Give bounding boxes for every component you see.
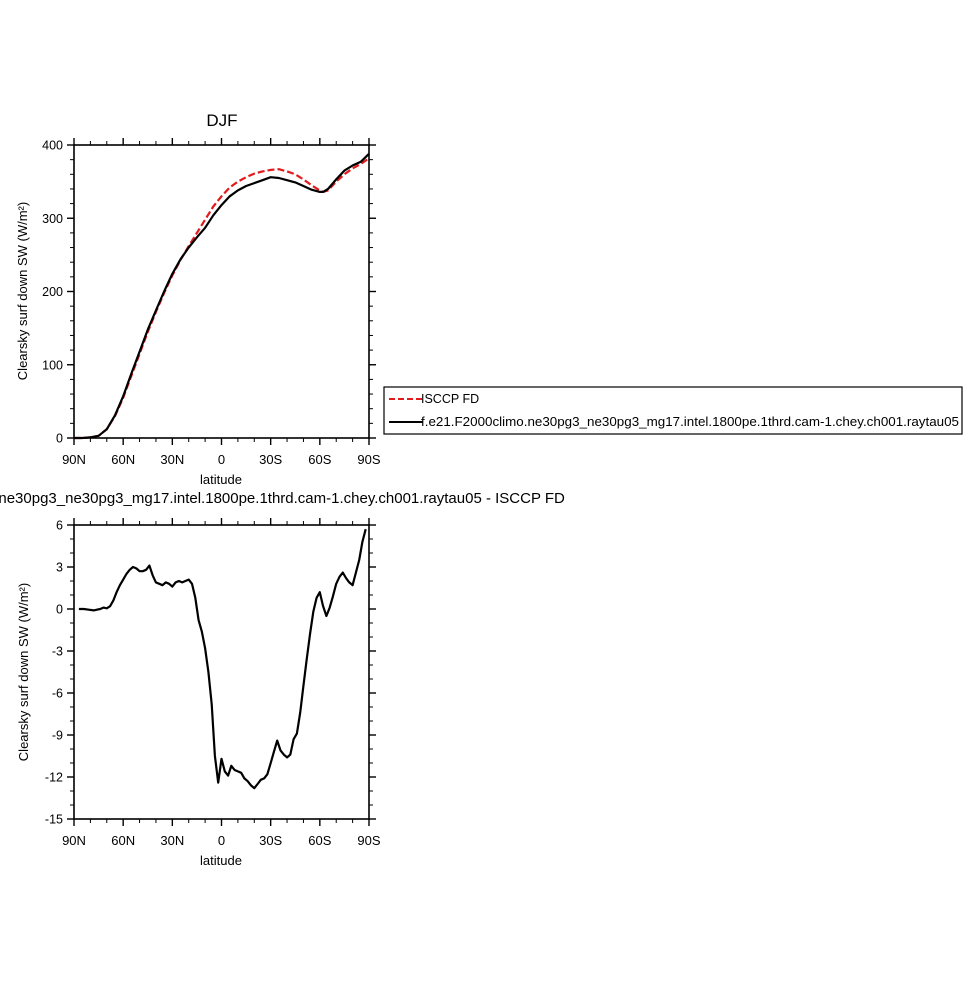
difference-series-line [78, 528, 367, 790]
panel2-x-tick-labels: 90N 60N 30N 0 30S 60S 90S [62, 833, 381, 848]
panel1-x-tick-labels: 90N 60N 30N 0 30S 60S 90S [62, 452, 381, 467]
y-tick-label: 0 [56, 432, 63, 446]
panel2-y-tick-labels: 6 3 0 -3 -6 -9 -12 -15 [45, 519, 63, 827]
x-tick-label: 0 [218, 833, 225, 848]
x-tick-label: 30N [160, 452, 184, 467]
y-tick-label: 400 [42, 139, 63, 153]
x-tick-label: 0 [218, 452, 225, 467]
y-tick-label: 3 [56, 561, 63, 575]
y-tick-label: -3 [52, 645, 63, 659]
x-tick-label: 60N [111, 833, 135, 848]
x-tick-label: 60N [111, 452, 135, 467]
panel2-x-axis-label: latitude [200, 853, 242, 868]
panel1-y-tick-labels: 0 100 200 300 400 [42, 139, 63, 446]
legend-label-model: f.e21.F2000climo.ne30pg3_ne30pg3_mg17.in… [421, 415, 959, 429]
y-tick-label: 100 [42, 358, 63, 372]
panel1-title: DJF [206, 111, 237, 130]
panel1-series-lines [74, 153, 370, 440]
legend-label-isccp: ISCCP FD [421, 392, 479, 406]
panel-climatology: DJF 90N 60N 30N 0 30S 60S 90S 0 100 200 300 400 la… [15, 111, 381, 487]
panel-difference: f.e21.F2000climo.ne30pg3_ne30pg3_mg17.in… [0, 490, 565, 868]
x-tick-label: 90N [62, 833, 86, 848]
panel1-x-axis-label: latitude [200, 472, 242, 487]
isccp-series-line [74, 157, 370, 440]
panel1-y-axis-label: Clearsky surf down SW (W/m²) [15, 202, 30, 380]
y-tick-label: 300 [42, 212, 63, 226]
legend-box [383, 386, 963, 435]
x-tick-label: 30N [160, 833, 184, 848]
panel1-plot-frame [73, 144, 370, 439]
panel2-plot-frame [73, 524, 370, 820]
panel2-title: f.e21.F2000climo.ne30pg3_ne30pg3_mg17.in… [0, 490, 565, 507]
legend: ISCCP FD f.e21.F2000climo.ne30pg3_ne30pg… [383, 386, 963, 435]
panel2-series-lines [78, 528, 367, 790]
panel2-ticks [67, 518, 376, 826]
x-tick-label: 30S [259, 452, 282, 467]
y-tick-label: -15 [45, 813, 63, 827]
y-tick-label: -9 [52, 729, 63, 743]
panel1-ticks [67, 138, 376, 445]
model-series-line [74, 153, 370, 440]
x-tick-label: 60S [308, 833, 331, 848]
y-tick-label: -6 [52, 687, 63, 701]
y-tick-label: 200 [42, 285, 63, 299]
y-tick-label: 0 [56, 603, 63, 617]
x-tick-label: 90N [62, 452, 86, 467]
x-tick-label: 90S [357, 452, 380, 467]
x-tick-label: 60S [308, 452, 331, 467]
y-tick-label: 6 [56, 519, 63, 533]
x-tick-label: 30S [259, 833, 282, 848]
panel2-y-axis-label: Clearsky surf down SW (W/m²) [16, 583, 31, 761]
y-tick-label: -12 [45, 771, 63, 785]
x-tick-label: 90S [357, 833, 380, 848]
